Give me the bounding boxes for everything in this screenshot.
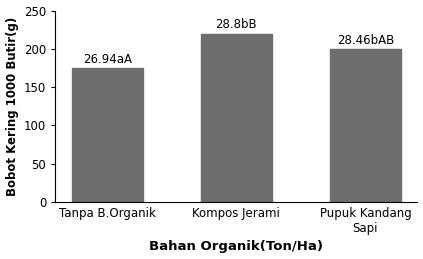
Text: 28.46bAB: 28.46bAB: [337, 34, 394, 47]
Bar: [72, 68, 143, 202]
Bar: [201, 33, 272, 202]
Text: 28.8bB: 28.8bB: [216, 18, 257, 31]
X-axis label: Bahan Organik(Ton/Ha): Bahan Organik(Ton/Ha): [149, 240, 324, 254]
Y-axis label: Bobot Kering 1000 Butir(g): Bobot Kering 1000 Butir(g): [5, 17, 19, 196]
Text: 26.94aA: 26.94aA: [83, 53, 132, 66]
Bar: [330, 49, 401, 202]
